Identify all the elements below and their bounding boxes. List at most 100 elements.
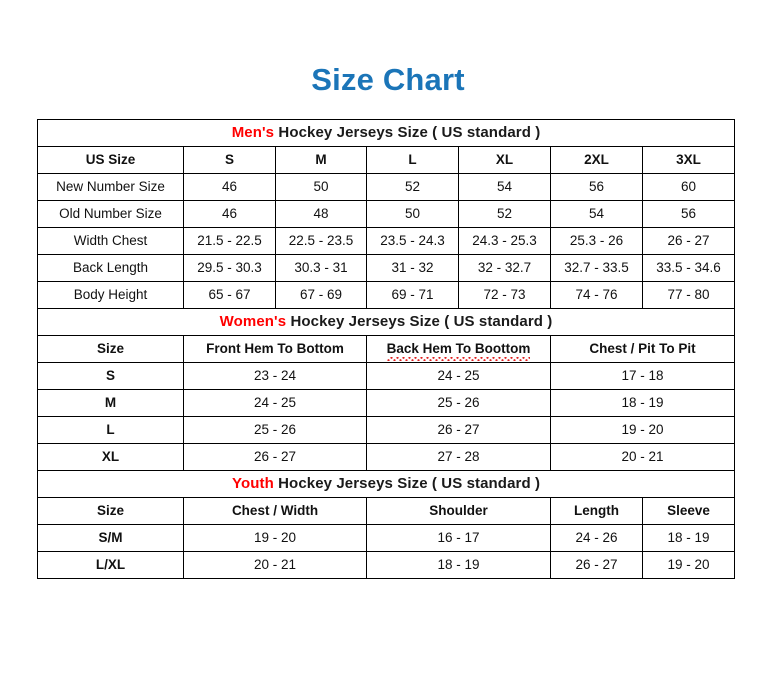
mens-header-us-size: US Size (37, 146, 184, 174)
table-row: S 23 - 24 24 - 25 17 - 18 (37, 362, 736, 390)
mens-cell: 32.7 - 33.5 (550, 254, 643, 282)
youth-header-size: Size (37, 497, 184, 525)
womens-header-row: Size Front Hem To Bottom Back Hem To Boo… (37, 335, 736, 363)
mens-cell: 52 (366, 173, 459, 201)
mens-header-m: M (275, 146, 367, 174)
youth-row-label: L/XL (37, 551, 184, 579)
womens-header-chest-pit: Chest / Pit To Pit (549, 335, 736, 363)
mens-header-2xl: 2XL (550, 146, 643, 174)
mens-cell: 23.5 - 24.3 (366, 227, 459, 255)
mens-cell: 25.3 - 26 (550, 227, 643, 255)
youth-header-length: Length (550, 497, 643, 525)
mens-cell: 33.5 - 34.6 (641, 254, 736, 282)
mens-cell: 24.3 - 25.3 (458, 227, 551, 255)
mens-cell: 60 (641, 173, 736, 201)
youth-header-row: Size Chest / Width Shoulder Length Sleev… (37, 497, 736, 525)
mens-header-s: S (183, 146, 276, 174)
mens-cell: 72 - 73 (458, 281, 551, 309)
womens-cell: 18 - 19 (549, 389, 736, 417)
womens-header-size: Size (37, 335, 184, 363)
mens-cell: 46 (183, 200, 276, 228)
youth-banner-rest: Hockey Jerseys Size ( US standard ) (273, 475, 541, 493)
table-row: M 24 - 25 25 - 26 18 - 19 (37, 389, 736, 417)
size-chart-table: Men's Hockey Jerseys Size ( US standard … (36, 119, 736, 579)
table-row: New Number Size 46 50 52 54 56 60 (37, 173, 736, 201)
table-row: L/XL 20 - 21 18 - 19 26 - 27 19 - 20 (37, 551, 736, 579)
womens-row-label: XL (37, 443, 184, 471)
mens-cell: 32 - 32.7 (458, 254, 551, 282)
mens-header-3xl: 3XL (641, 146, 736, 174)
womens-cell: 25 - 26 (183, 416, 367, 444)
misspelled-text: Back Hem To Boottom (386, 341, 531, 361)
mens-banner-keyword: Men's (231, 124, 275, 142)
womens-header-front-hem: Front Hem To Bottom (183, 335, 367, 363)
mens-section-banner: Men's Hockey Jerseys Size ( US standard … (36, 119, 736, 147)
mens-cell: 65 - 67 (183, 281, 276, 309)
table-row: S/M 19 - 20 16 - 17 24 - 26 18 - 19 (37, 524, 736, 552)
page-title: Size Chart (311, 62, 465, 97)
table-row: L 25 - 26 26 - 27 19 - 20 (37, 416, 736, 444)
youth-cell: 26 - 27 (550, 551, 643, 579)
size-chart-table-wrapper: Men's Hockey Jerseys Size ( US standard … (36, 119, 736, 579)
mens-cell: 22.5 - 23.5 (275, 227, 367, 255)
youth-header-sleeve: Sleeve (641, 497, 736, 525)
youth-cell: 16 - 17 (366, 524, 551, 552)
womens-cell: 17 - 18 (549, 362, 736, 390)
womens-cell: 23 - 24 (183, 362, 367, 390)
youth-banner-keyword: Youth (231, 475, 274, 493)
mens-row-label: Back Length (37, 254, 184, 282)
mens-cell: 31 - 32 (366, 254, 459, 282)
mens-cell: 29.5 - 30.3 (183, 254, 276, 282)
womens-banner-row: Women's Hockey Jerseys Size ( US standar… (36, 308, 736, 336)
mens-cell: 52 (458, 200, 551, 228)
mens-cell: 56 (641, 200, 736, 228)
youth-cell: 18 - 19 (366, 551, 551, 579)
mens-cell: 46 (183, 173, 276, 201)
womens-cell: 20 - 21 (549, 443, 736, 471)
mens-row-label: Old Number Size (37, 200, 184, 228)
youth-banner-row: Youth Hockey Jerseys Size ( US standard … (36, 470, 736, 498)
womens-cell: 19 - 20 (549, 416, 736, 444)
table-row: Body Height 65 - 67 67 - 69 69 - 71 72 -… (37, 281, 736, 309)
mens-header-l: L (366, 146, 459, 174)
youth-cell: 20 - 21 (183, 551, 367, 579)
youth-row-label: S/M (37, 524, 184, 552)
mens-row-label: Body Height (37, 281, 184, 309)
table-row: XL 26 - 27 27 - 28 20 - 21 (37, 443, 736, 471)
mens-cell: 54 (550, 200, 643, 228)
table-row: Old Number Size 46 48 50 52 54 56 (37, 200, 736, 228)
womens-cell: 26 - 27 (366, 416, 551, 444)
mens-cell: 54 (458, 173, 551, 201)
youth-cell: 18 - 19 (641, 524, 736, 552)
womens-row-label: L (37, 416, 184, 444)
mens-banner-row: Men's Hockey Jerseys Size ( US standard … (36, 119, 736, 147)
mens-cell: 30.3 - 31 (275, 254, 367, 282)
mens-cell: 67 - 69 (275, 281, 367, 309)
mens-banner-rest: Hockey Jerseys Size ( US standard ) (274, 124, 541, 142)
womens-row-label: S (37, 362, 184, 390)
womens-row-label: M (37, 389, 184, 417)
youth-section-banner: Youth Hockey Jerseys Size ( US standard … (36, 470, 736, 498)
womens-cell: 26 - 27 (183, 443, 367, 471)
mens-cell: 77 - 80 (641, 281, 736, 309)
youth-header-shoulder: Shoulder (366, 497, 551, 525)
womens-banner-keyword: Women's (219, 313, 287, 331)
mens-cell: 56 (550, 173, 643, 201)
mens-header-xl: XL (458, 146, 551, 174)
mens-cell: 50 (366, 200, 459, 228)
womens-cell: 27 - 28 (366, 443, 551, 471)
mens-header-row: US Size S M L XL 2XL 3XL (37, 146, 736, 174)
table-row: Back Length 29.5 - 30.3 30.3 - 31 31 - 3… (37, 254, 736, 282)
youth-header-chest-width: Chest / Width (183, 497, 367, 525)
mens-row-label: Width Chest (37, 227, 184, 255)
youth-cell: 19 - 20 (641, 551, 736, 579)
youth-cell: 24 - 26 (550, 524, 643, 552)
womens-cell: 24 - 25 (183, 389, 367, 417)
womens-cell: 24 - 25 (366, 362, 551, 390)
womens-cell: 25 - 26 (366, 389, 551, 417)
mens-cell: 26 - 27 (641, 227, 736, 255)
mens-cell: 48 (275, 200, 367, 228)
womens-banner-rest: Hockey Jerseys Size ( US standard ) (286, 313, 553, 331)
mens-row-label: New Number Size (37, 173, 184, 201)
